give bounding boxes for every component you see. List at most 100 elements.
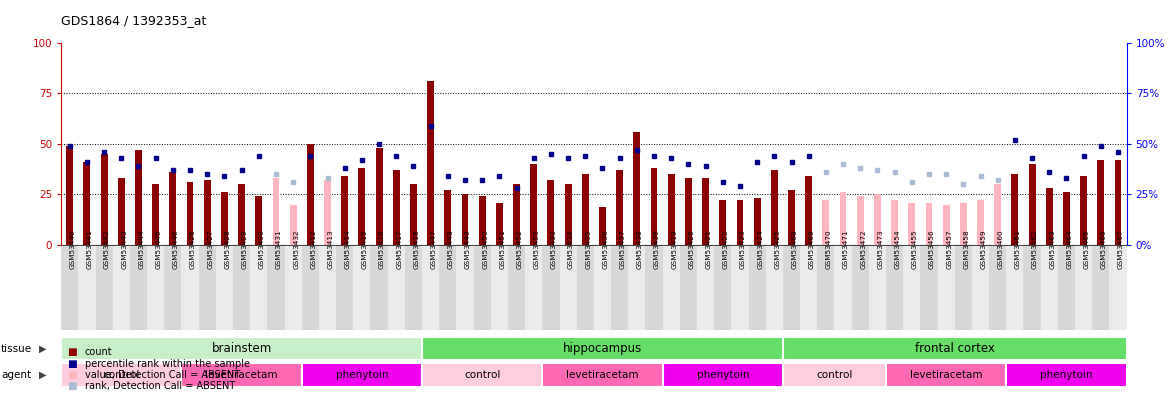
Bar (439, 245, 456, 330)
Text: ■: ■ (67, 359, 76, 369)
Text: phenytoin: phenytoin (696, 370, 749, 380)
Bar (886, 363, 1007, 387)
Bar (370, 245, 388, 330)
Bar (937, 245, 955, 330)
Text: control: control (465, 370, 500, 380)
Bar (783, 245, 800, 330)
Text: rank, Detection Call = ABSENT: rank, Detection Call = ABSENT (85, 382, 235, 391)
Bar (835, 245, 851, 330)
Bar (646, 245, 662, 330)
Bar (908, 202, 915, 245)
Text: GSM53427: GSM53427 (207, 230, 213, 269)
Text: GSM53424: GSM53424 (757, 230, 763, 269)
Bar (788, 190, 795, 245)
Bar (714, 245, 731, 330)
Text: GSM53418: GSM53418 (414, 230, 420, 269)
Text: GSM53468: GSM53468 (791, 230, 797, 269)
Text: ■: ■ (67, 382, 76, 391)
Text: percentile rank within the sample: percentile rank within the sample (85, 359, 249, 369)
Bar (1011, 174, 1018, 245)
Bar (66, 146, 73, 245)
Bar (977, 200, 984, 245)
Text: GSM53455: GSM53455 (911, 230, 917, 269)
Bar (1029, 164, 1036, 245)
Bar (181, 363, 302, 387)
Text: GSM53445: GSM53445 (155, 230, 161, 269)
Text: GSM53447: GSM53447 (430, 230, 436, 269)
Text: GSM53412: GSM53412 (310, 230, 316, 269)
Bar (564, 184, 572, 245)
Bar (336, 245, 353, 330)
Bar (165, 245, 181, 330)
Text: GSM53420: GSM53420 (688, 230, 694, 269)
Bar (560, 245, 576, 330)
Text: GSM53450: GSM53450 (482, 230, 488, 269)
Bar (302, 363, 422, 387)
Text: GSM53439: GSM53439 (654, 230, 660, 269)
Bar (971, 245, 989, 330)
Text: ■: ■ (67, 347, 76, 357)
Text: GSM53448: GSM53448 (448, 230, 454, 269)
Text: GSM53431: GSM53431 (276, 230, 282, 269)
Bar (548, 180, 554, 245)
Text: GSM53437: GSM53437 (620, 230, 626, 269)
Bar (1115, 160, 1122, 245)
Bar (250, 245, 267, 330)
Bar (594, 245, 612, 330)
Bar (1097, 160, 1104, 245)
Bar (289, 205, 296, 245)
Bar (736, 200, 743, 245)
Text: GSM53417: GSM53417 (396, 230, 402, 269)
Text: GSM53413: GSM53413 (327, 230, 334, 269)
Text: GSM53414: GSM53414 (345, 230, 350, 269)
Bar (1007, 363, 1127, 387)
Bar (319, 245, 336, 330)
Bar (1023, 245, 1041, 330)
Bar (199, 245, 216, 330)
Bar (650, 168, 657, 245)
Bar (410, 184, 416, 245)
Bar (680, 245, 697, 330)
Text: control: control (103, 370, 140, 380)
Bar (542, 245, 560, 330)
Text: GSM53459: GSM53459 (981, 230, 987, 269)
Bar (1045, 188, 1053, 245)
Bar (1007, 245, 1023, 330)
Text: GSM53429: GSM53429 (241, 230, 248, 269)
Bar (341, 176, 348, 245)
Bar (943, 205, 949, 245)
Bar (113, 245, 129, 330)
Bar (1075, 245, 1093, 330)
Text: GSM53441: GSM53441 (87, 230, 93, 269)
Text: agent: agent (1, 370, 32, 380)
Bar (1058, 245, 1075, 330)
Bar (840, 192, 847, 245)
Bar (720, 200, 727, 245)
Text: GSM53416: GSM53416 (379, 230, 385, 269)
Bar (359, 168, 366, 245)
Text: GSM53415: GSM53415 (362, 230, 368, 269)
Text: frontal cortex: frontal cortex (915, 342, 995, 355)
Bar (771, 170, 777, 245)
Bar (994, 184, 1001, 245)
Bar (456, 245, 474, 330)
Text: GSM53465: GSM53465 (1083, 230, 1090, 269)
Bar (169, 172, 176, 245)
Bar (817, 245, 835, 330)
Text: GSM53471: GSM53471 (843, 230, 849, 269)
Bar (187, 182, 194, 245)
Bar (869, 245, 886, 330)
Bar (989, 245, 1007, 330)
Text: GSM53423: GSM53423 (740, 230, 746, 269)
Bar (783, 337, 1127, 360)
Bar (955, 245, 971, 330)
Bar (474, 245, 490, 330)
Bar (61, 363, 181, 387)
Text: GSM53451: GSM53451 (500, 230, 506, 269)
Bar (79, 245, 95, 330)
Bar (61, 337, 422, 360)
Bar (697, 245, 714, 330)
Bar (526, 245, 542, 330)
Bar (800, 245, 817, 330)
Bar (702, 178, 709, 245)
